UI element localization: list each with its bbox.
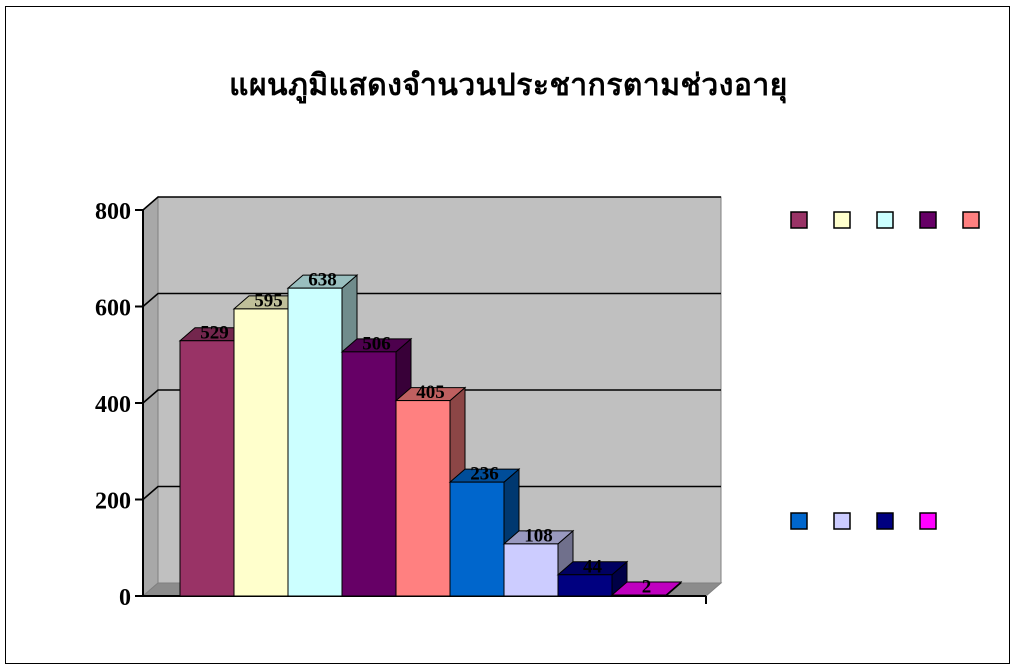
y-tick-label: 0 [119, 585, 131, 611]
gridlines [142, 196, 721, 501]
bar [610, 580, 683, 598]
legend-swatch [919, 512, 937, 530]
bar-front [233, 308, 289, 597]
legend-swatch [790, 512, 808, 530]
legend-swatch [790, 211, 808, 229]
y-tick-label: 400 [95, 392, 131, 418]
legend-swatch [833, 211, 851, 229]
bar [394, 386, 467, 598]
bar-front [557, 574, 613, 597]
gridline [142, 196, 721, 211]
gridline [142, 389, 721, 404]
chart-title: แผนภูมิแสดงจำนวนประชากรตามช่วงอายุ [229, 68, 788, 103]
data-label: 638 [308, 270, 337, 291]
bar-front [395, 400, 451, 597]
bar-front [341, 351, 397, 597]
data-label: 2 [642, 577, 652, 598]
legend-swatch [919, 211, 937, 229]
data-label: 44 [583, 556, 603, 577]
legend-swatch [962, 211, 980, 229]
y-tick-labels: 0 200 400 600 800 [95, 199, 131, 611]
data-label: 595 [254, 290, 283, 311]
y-tick-label: 800 [95, 199, 131, 225]
legend-swatch [876, 211, 894, 229]
legend-swatch [833, 512, 851, 530]
bar-front [611, 594, 667, 597]
legend [790, 211, 980, 530]
bar-front [287, 287, 343, 597]
data-labels: 529 595 638 506 405 236 108 44 2 [200, 270, 651, 598]
bar-front [179, 340, 235, 597]
bar-front [449, 481, 505, 597]
gridline [142, 292, 721, 308]
bar-front [503, 543, 559, 597]
legend-swatch [876, 512, 894, 530]
bars [178, 274, 683, 598]
data-label: 405 [416, 382, 445, 403]
data-label: 108 [524, 525, 553, 546]
gridline [142, 485, 721, 501]
data-label: 529 [200, 322, 229, 343]
y-tick-label: 600 [95, 296, 131, 322]
data-label: 236 [470, 464, 499, 485]
bar [556, 560, 629, 598]
data-label: 506 [362, 333, 391, 354]
y-tick-label: 200 [95, 489, 131, 515]
